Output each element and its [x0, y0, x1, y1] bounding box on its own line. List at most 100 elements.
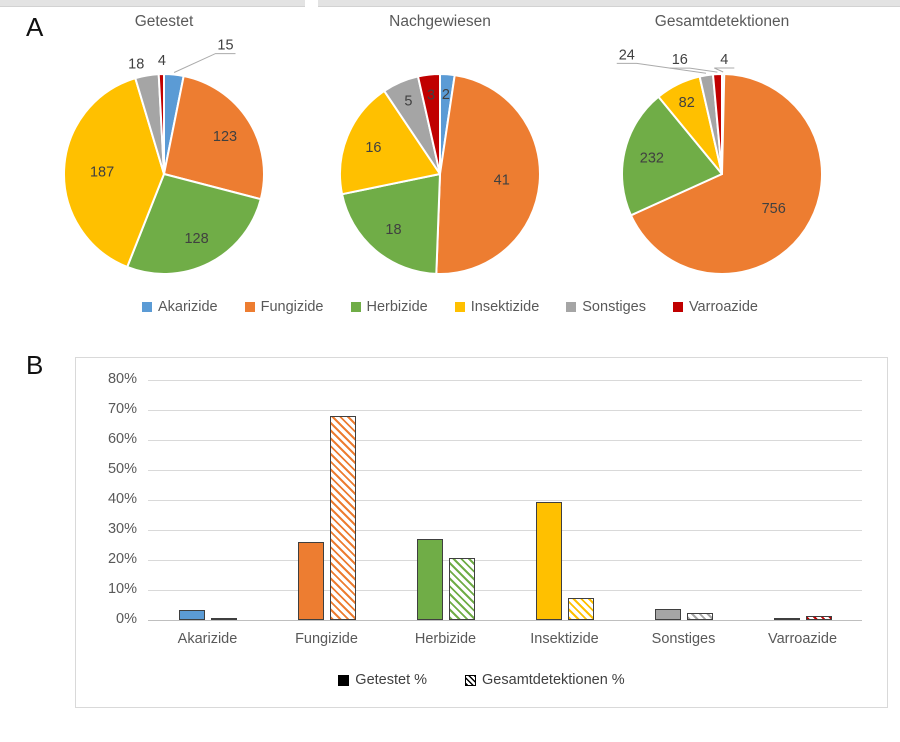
pie-title: Gesamtdetektionen: [654, 13, 790, 30]
pie-slice-fungizide: [629, 73, 823, 276]
bar-akarizide-getestet: [179, 610, 205, 620]
x-axis-label: Akarizide: [177, 631, 238, 647]
y-tick-label: 10%: [107, 581, 137, 597]
gridline: [148, 440, 862, 441]
y-tick-label: 50%: [107, 461, 137, 477]
x-axis-line: [148, 620, 862, 621]
pie-value-label: 4: [720, 52, 728, 68]
pie-value-label: 756: [762, 201, 786, 217]
pie-value-label: 16: [365, 140, 381, 156]
bar-legend: Getestet % Gesamtdetektionen %: [76, 672, 887, 688]
pie-value-label: 2: [442, 87, 450, 103]
bar-herbizide-getestet: [417, 539, 443, 620]
pie-slice-herbizide: [341, 173, 441, 275]
bar-legend-item: Gesamtdetektionen %: [465, 672, 625, 688]
x-axis-label: Herbizide: [414, 631, 477, 647]
pie-slice-varroazide: [711, 73, 723, 175]
bar-legend-label: Gesamtdetektionen %: [482, 672, 625, 688]
pie-title: Nachgewiesen: [389, 13, 491, 30]
y-tick-label: 0%: [116, 611, 137, 627]
pie-figure: Getestet 15 123 128 187 18 4: [37, 12, 291, 284]
pie-legend-item: Fungizide: [244, 299, 324, 315]
pie-value-label: 123: [213, 129, 237, 145]
bar-fungizide-getestet: [298, 542, 324, 620]
pie-legend-label: Insektizide: [470, 299, 540, 315]
pie-value-label: 4: [158, 53, 166, 69]
pie-legend-label: Akarizide: [157, 299, 218, 315]
y-tick-label: 40%: [107, 491, 137, 507]
bar-akarizide-gesamtdetektionen: [211, 618, 237, 620]
pie-value-label: 41: [494, 173, 510, 189]
bar-sonstiges-gesamtdetektionen: [687, 613, 713, 620]
pie-label-leader: [669, 67, 718, 73]
pie-slice-herbizide: [126, 173, 262, 275]
pie-value-label: 3: [427, 88, 435, 104]
x-axis-label: Varroazide: [767, 631, 838, 647]
top-strip-right: [318, 0, 900, 7]
pie-value-label: 18: [385, 222, 401, 238]
akarizide-legend-swatch: [141, 302, 152, 312]
pie-value-label: 82: [679, 95, 695, 111]
pie-slice-insektizide: [63, 77, 165, 268]
pie-legend-item: Herbizide: [350, 299, 428, 315]
top-strip-left: [0, 0, 305, 7]
pie-slice-varroazide: [157, 73, 165, 175]
pie-svg: 4 756 232 82 24 16: [616, 47, 823, 276]
varroazide-legend-swatch: [672, 302, 683, 312]
bar-legend-label: Getestet %: [355, 672, 428, 688]
gridline: [148, 470, 862, 471]
fungizide-legend-swatch: [244, 302, 255, 312]
bar-varroazide-getestet: [774, 618, 800, 620]
pie-legend-item: Sonstiges: [566, 299, 646, 315]
pie-slice-fungizide: [163, 74, 265, 201]
gridline: [148, 410, 862, 411]
bar-legend-item: Getestet %: [338, 672, 427, 688]
pie-value-label: 15: [217, 38, 233, 54]
pie-legend: Akarizide Fungizide Herbizide Insektizide So…: [0, 299, 900, 315]
pie-value-label: 24: [619, 47, 635, 63]
pie-value-label: 5: [404, 94, 412, 110]
x-axis-label: Sonstiges: [651, 631, 716, 647]
pie-svg: 2 41 18 16 5 3: [339, 73, 541, 275]
pie-value-label: 18: [128, 57, 144, 73]
pie-legend-label: Herbizide: [366, 299, 428, 315]
y-tick-label: 60%: [107, 431, 137, 447]
pie-legend-item: Varroazide: [672, 299, 758, 315]
pie-value-label: 187: [90, 164, 114, 180]
solid-swatch: [338, 674, 350, 686]
x-axis-label: Fungizide: [295, 631, 358, 647]
sonstiges-legend-swatch: [566, 302, 577, 312]
gridline: [148, 530, 862, 531]
pie-value-label: 16: [672, 52, 688, 68]
pie-slice-herbizide: [621, 95, 723, 217]
bar-chart: 0% 10% 20% 30% 40% 50% 60% 70% 80% Akarizide Fungi…: [75, 357, 888, 708]
pie-legend-label: Fungizide: [260, 299, 324, 315]
pie-legend-label: Sonstiges: [582, 299, 646, 315]
gridline: [148, 380, 862, 381]
pie-value-label: 232: [640, 151, 664, 167]
panel-a-letter: A: [26, 12, 44, 42]
pie-legend-item: Akarizide: [141, 299, 218, 315]
y-tick-label: 70%: [107, 401, 137, 417]
y-tick-label: 20%: [107, 551, 137, 567]
bar-herbizide-gesamtdetektionen: [449, 558, 475, 620]
bar-sonstiges-getestet: [655, 609, 681, 620]
panel-b-letter: B: [26, 350, 44, 380]
pie-slice-insektizide: [339, 89, 441, 196]
bar-varroazide-gesamtdetektionen: [806, 616, 832, 620]
gridline: [148, 560, 862, 561]
pie-figure: Gesamtdetektionen 4 756 232 82 24 16: [595, 12, 849, 284]
pie-slice-fungizide: [435, 74, 541, 275]
pie-figure: Nachgewiesen 2 41 18 16 5 3: [313, 12, 567, 284]
gridline: [148, 500, 862, 501]
y-tick-label: 30%: [107, 521, 137, 537]
insektizide-legend-swatch: [454, 302, 465, 312]
x-axis-label: Insektizide: [530, 631, 599, 647]
bar-insektizide-getestet: [536, 502, 562, 620]
pie-label-leader: [173, 53, 236, 73]
pie-legend-item: Insektizide: [454, 299, 540, 315]
pie-svg: 15 123 128 187 18 4: [63, 38, 265, 275]
bar-fungizide-gesamtdetektionen: [330, 416, 356, 620]
herbizide-legend-swatch: [350, 302, 361, 312]
pie-value-label: 128: [184, 231, 208, 247]
